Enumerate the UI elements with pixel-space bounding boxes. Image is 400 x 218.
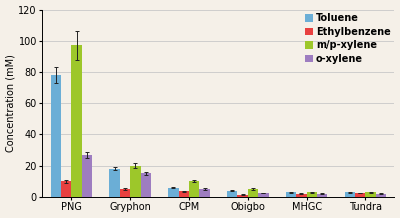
Bar [365, 192, 376, 197]
Bar [238, 194, 248, 197]
Bar [141, 174, 151, 197]
Bar [110, 169, 120, 197]
Bar [130, 166, 141, 197]
Legend: Toluene, Ethylbenzene, m/p-xylene, o-xylene: Toluene, Ethylbenzene, m/p-xylene, o-xyl… [303, 12, 392, 66]
Bar [72, 46, 82, 197]
Bar [51, 75, 61, 197]
Bar [61, 181, 72, 197]
Bar [199, 189, 210, 197]
Bar [317, 194, 327, 197]
Bar [345, 192, 355, 197]
Bar [82, 155, 92, 197]
Bar [258, 193, 268, 197]
Bar [179, 191, 189, 197]
Bar [296, 194, 307, 197]
Bar [248, 189, 258, 197]
Bar [227, 191, 238, 197]
Bar [286, 192, 296, 197]
Bar [189, 181, 199, 197]
Y-axis label: Concentration (mM): Concentration (mM) [6, 54, 16, 152]
Bar [168, 187, 179, 197]
Bar [120, 189, 130, 197]
Bar [376, 194, 386, 197]
Bar [355, 193, 365, 197]
Bar [307, 192, 317, 197]
